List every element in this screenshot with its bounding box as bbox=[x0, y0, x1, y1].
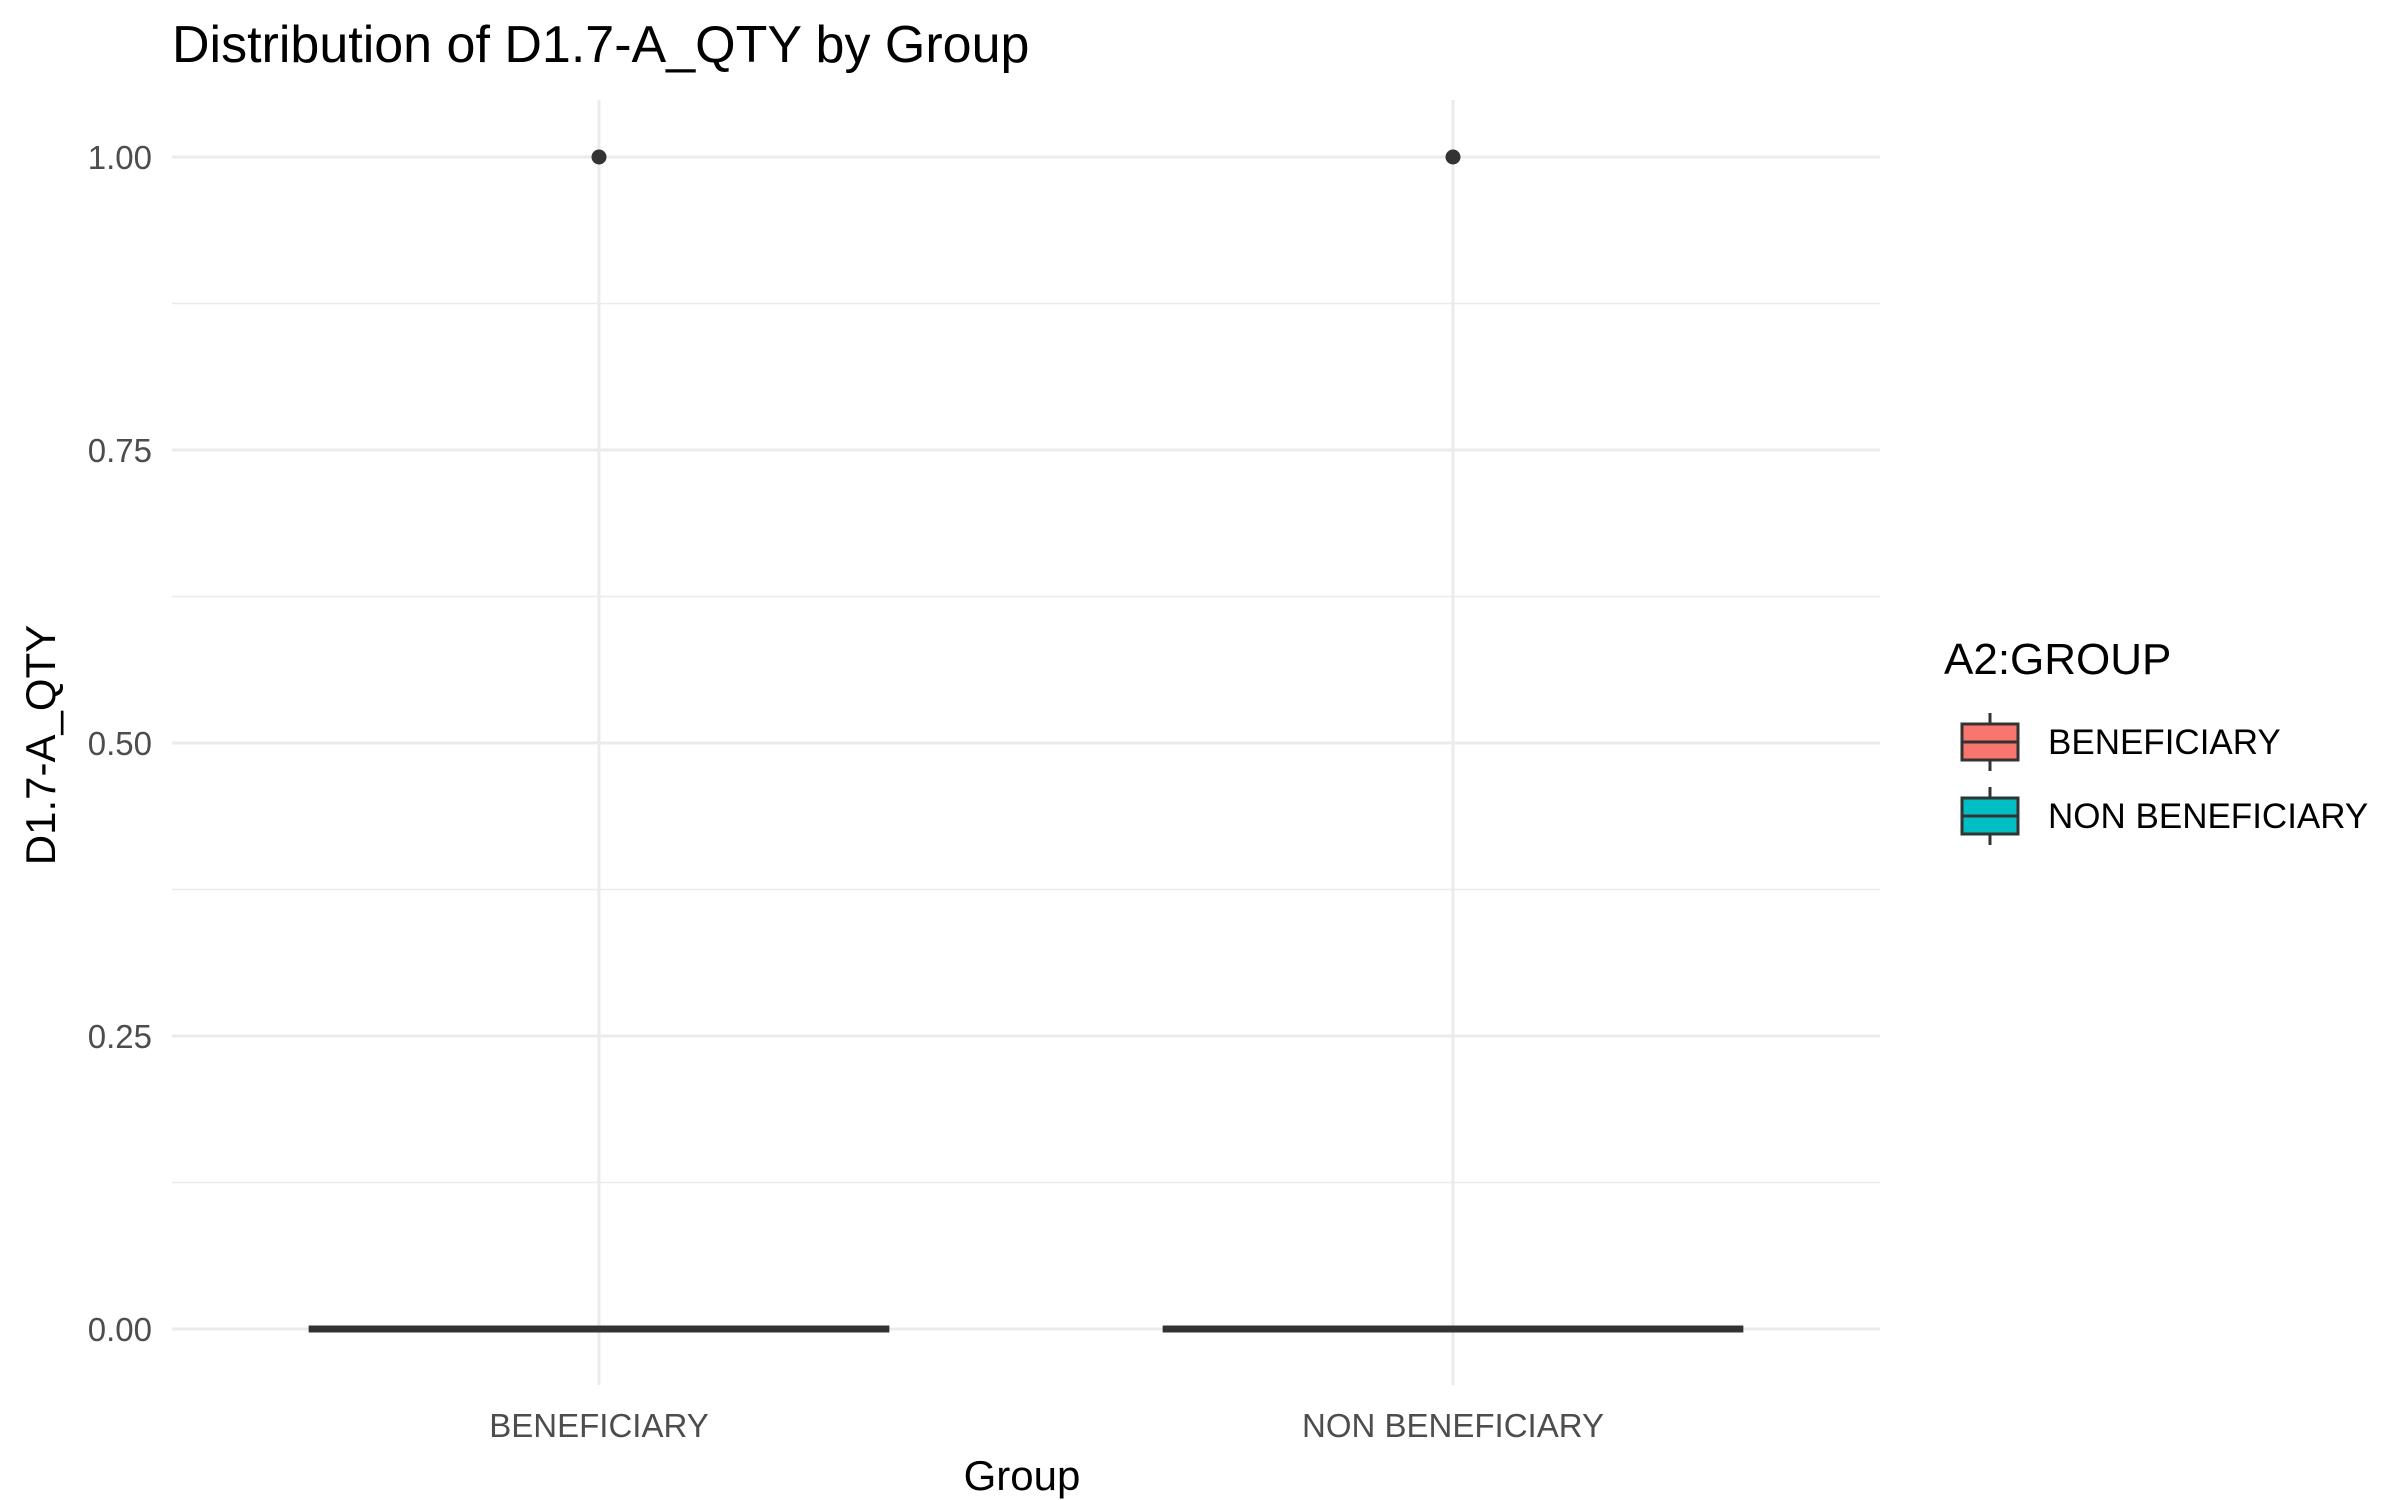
legend-title: A2:GROUP bbox=[1944, 635, 2171, 684]
legend-label: BENEFICIARY bbox=[2048, 723, 2281, 762]
y-tick-label: 0.50 bbox=[88, 725, 152, 762]
x-axis-title: Group bbox=[964, 1452, 1081, 1499]
legend-entry: NON BENEFICIARY bbox=[1960, 787, 2368, 845]
legend: A2:GROUP BENEFICIARY NON BENEFICIARY bbox=[1944, 635, 2368, 845]
y-tick-label: 0.75 bbox=[88, 432, 152, 469]
y-axis-title: D1.7-A_QTY bbox=[17, 625, 64, 865]
outlier-point bbox=[591, 149, 607, 165]
chart-title: Distribution of D1.7-A_QTY by Group bbox=[172, 16, 1029, 74]
box-series bbox=[308, 149, 1744, 1333]
legend-label: NON BENEFICIARY bbox=[2048, 797, 2368, 836]
x-tick-labels: BENEFICIARY NON BENEFICIARY bbox=[489, 1407, 1604, 1444]
x-tick-label: BENEFICIARY bbox=[489, 1407, 708, 1444]
legend-entry: BENEFICIARY bbox=[1960, 713, 2281, 771]
outlier-point bbox=[1445, 149, 1461, 165]
y-tick-label: 0.00 bbox=[88, 1311, 152, 1348]
y-tick-label: 1.00 bbox=[88, 139, 152, 176]
y-tick-labels: 0.00 0.25 0.50 0.75 1.00 bbox=[88, 139, 152, 1348]
y-tick-label: 0.25 bbox=[88, 1018, 152, 1055]
x-tick-label: NON BENEFICIARY bbox=[1302, 1407, 1604, 1444]
